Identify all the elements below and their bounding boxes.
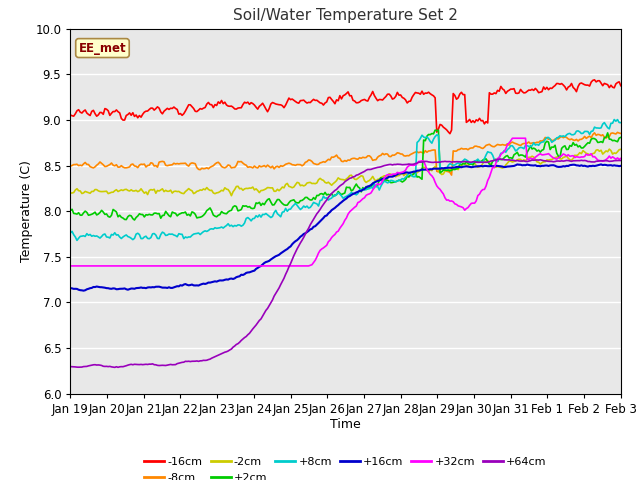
X-axis label: Time: Time: [330, 419, 361, 432]
Y-axis label: Temperature (C): Temperature (C): [20, 160, 33, 262]
Title: Soil/Water Temperature Set 2: Soil/Water Temperature Set 2: [233, 9, 458, 24]
Text: EE_met: EE_met: [79, 42, 126, 55]
Legend: -16cm, -8cm, -2cm, +2cm, +8cm, +16cm, +32cm, +64cm: -16cm, -8cm, -2cm, +2cm, +8cm, +16cm, +3…: [145, 457, 547, 480]
